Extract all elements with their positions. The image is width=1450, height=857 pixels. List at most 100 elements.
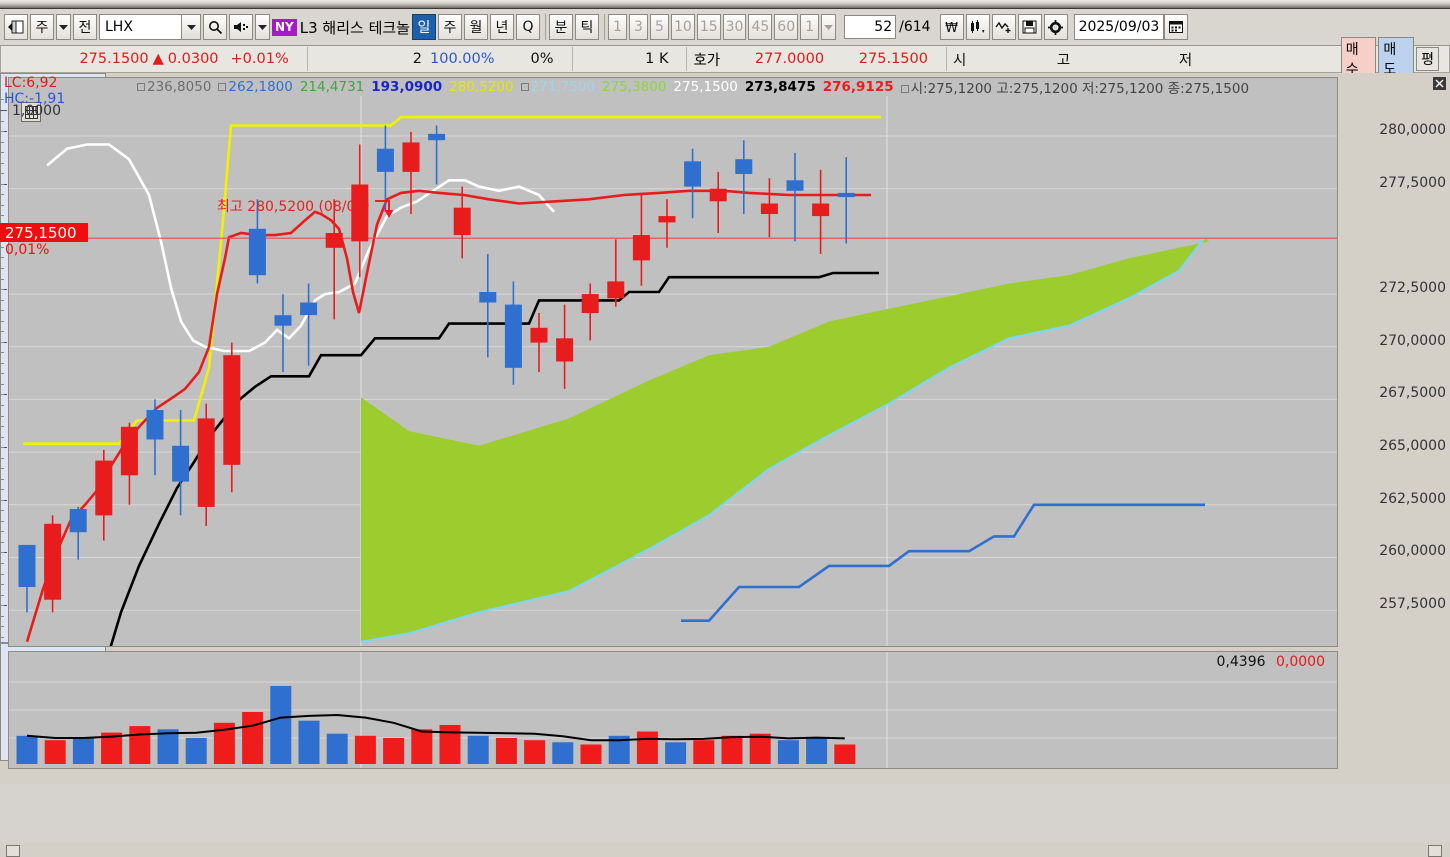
period-dropdown-icon[interactable] [56, 14, 71, 40]
minute-30[interactable]: 30 [722, 14, 747, 40]
axis-minor-tick [0, 131, 4, 132]
timeframe-tick[interactable]: 틱 [574, 14, 599, 40]
grid-icon-svg [24, 105, 38, 119]
close-icon[interactable] [1433, 77, 1446, 90]
symbol-combo[interactable]: LHX [99, 14, 201, 40]
timeframe-year[interactable]: 년 [489, 14, 514, 40]
gear-icon-svg [1048, 19, 1064, 35]
won-icon[interactable]: ₩ [939, 14, 964, 40]
sub-indicator-values: 0,4396 0,0000 [1217, 654, 1325, 670]
axis-minor-tick [0, 289, 4, 290]
main-chart-pane[interactable]: 236,8050 262,1800 214,4731 193,0900 280,… [8, 77, 1339, 722]
timeframe-week[interactable]: 주 [437, 14, 462, 40]
axis-minor-tick [0, 184, 4, 185]
save-icon-svg [1022, 20, 1037, 34]
timeframe-quarter[interactable]: Q [515, 14, 540, 40]
wave-icon[interactable] [991, 14, 1016, 40]
prev-button[interactable]: 전 [73, 14, 97, 40]
axis-label: 272,5000 [1379, 280, 1446, 296]
main-toolbar: 주 전 LHX NY L3 해리스 테크놀 [0, 9, 1450, 46]
calendar-icon-svg [1169, 21, 1184, 33]
minute-3[interactable]: 3 [628, 14, 648, 40]
minute-45[interactable]: 45 [748, 14, 773, 40]
minute-5[interactable]: 5 [649, 14, 669, 40]
period-code-button[interactable]: 주 [30, 14, 54, 40]
volume-chart-canvas[interactable] [9, 652, 1337, 768]
high-arrow-icon [375, 200, 394, 218]
change-arrow-icon: ▲ [152, 51, 164, 67]
minute-10[interactable]: 10 [670, 14, 695, 40]
speaker-dropdown-icon[interactable] [255, 14, 270, 40]
gear-icon[interactable] [1043, 14, 1068, 40]
won-icon-svg: ₩ [945, 21, 958, 34]
axis-minor-tick [0, 574, 4, 575]
axis-minor-tick [0, 99, 4, 100]
axis-minor-tick [0, 426, 4, 427]
open-label: 시 [952, 52, 967, 69]
bid-price: 275.1500 [858, 51, 928, 67]
volume-unit: 1 K [645, 51, 669, 67]
axis-minor-tick [0, 194, 4, 195]
minute-custom[interactable]: 1 [800, 14, 820, 40]
axis-minor-tick [0, 215, 4, 216]
sub-value-black: 0,4396 [1216, 654, 1266, 670]
chart-area: 236,8050 262,1800 214,4731 193,0900 280,… [0, 73, 1450, 857]
calendar-icon[interactable] [1164, 14, 1189, 40]
volume-pane[interactable]: 0,4396 0,0000 [8, 651, 1338, 769]
timeframe-minute[interactable]: 분 [548, 14, 573, 40]
window-title-grip [0, 0, 1450, 9]
axis-minor-tick [0, 468, 4, 469]
price-chart-canvas[interactable] [9, 78, 1337, 646]
axis-minor-tick [0, 595, 4, 596]
axis-minor-tick [0, 310, 4, 311]
minute-dropdown-icon[interactable] [821, 14, 837, 40]
axis-minor-tick [0, 605, 4, 606]
flat-button[interactable]: 평 [1416, 47, 1440, 71]
last-price-tag: 275,1500 [0, 223, 88, 242]
order-buttons: 매수 매도 평 [1335, 37, 1449, 81]
volume-ratio: 100.00% [430, 51, 495, 67]
indicator-legend: 236,8050 262,1800 214,4731 193,0900 280,… [9, 78, 1339, 97]
search-icon[interactable] [203, 14, 227, 40]
date-input[interactable]: 2025/09/03 [1073, 14, 1165, 40]
legend-2: 214,4731 [299, 79, 365, 95]
chevron-down-icon [59, 25, 68, 30]
scroll-left-button[interactable] [6, 845, 20, 857]
legend-4: 280,5200 [449, 79, 514, 95]
symbol-input[interactable]: LHX [105, 19, 133, 35]
scroll-right-button[interactable] [1428, 845, 1442, 857]
axis-minor-tick [0, 268, 4, 269]
axis-minor-tick [0, 247, 4, 248]
panel-icon[interactable] [4, 14, 28, 40]
axis-minor-tick [0, 279, 4, 280]
legend-3: 193,0900 [371, 79, 443, 95]
minute-60[interactable]: 60 [774, 14, 799, 40]
high-annotation: 최고 280,5200 (08/05) [217, 196, 396, 219]
minute-15[interactable]: 15 [696, 14, 721, 40]
zero-percent: 0% [530, 51, 554, 67]
save-icon[interactable] [1017, 14, 1042, 40]
axis-label: 262,5000 [1379, 491, 1446, 507]
candles-icon[interactable] [965, 14, 990, 40]
bar-count-input[interactable]: 52 [844, 15, 897, 39]
axis-minor-tick [0, 626, 4, 627]
grid-icon[interactable] [21, 102, 41, 122]
speaker-icon[interactable] [229, 14, 253, 40]
axis-minor-tick [0, 510, 4, 511]
bottom-scrollbar[interactable] [0, 843, 1450, 857]
legend-7: 275,1500 [673, 79, 738, 95]
timeframe-day[interactable]: 일 [411, 14, 436, 40]
volume-value: 2 [412, 51, 423, 67]
sub-axis-label: 1,0000 [12, 103, 61, 119]
timeframe-month[interactable]: 월 [463, 14, 488, 40]
axis-minor-tick [0, 563, 4, 564]
orderbook-label: 호가 [693, 52, 721, 69]
axis-minor-tick [0, 416, 4, 417]
legend-marker-icon [900, 85, 909, 93]
axis-minor-tick [0, 363, 4, 364]
axis-minor-tick [0, 616, 4, 617]
symbol-dropdown-icon[interactable] [181, 15, 200, 39]
axis-minor-tick [0, 447, 4, 448]
minute-1[interactable]: 1 [607, 14, 627, 40]
axis-minor-tick [0, 321, 4, 322]
